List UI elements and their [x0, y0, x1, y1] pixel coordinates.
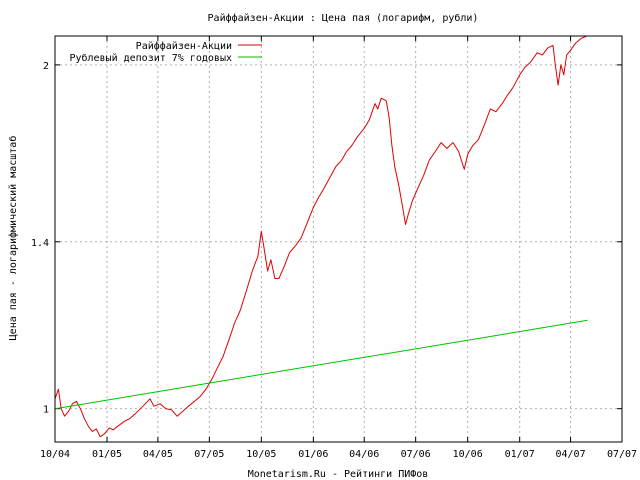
grid-lines [55, 36, 622, 442]
x-tick-label-10-06: 10/06 [453, 449, 483, 460]
y-tick-label-1: 1 [43, 405, 49, 416]
series-line-1 [54, 35, 588, 438]
axis-ticks: 10/04 01/05 04/05 07/05 10/05 01/06 04/06 07/06… [31, 36, 637, 460]
x-tick-label-04-06: 04/06 [349, 449, 379, 460]
chart-title: Райффайзен-Акции : Цена пая (логарифм, р… [208, 12, 479, 24]
x-tick-label-01-05: 01/05 [92, 449, 122, 460]
y-tick-label-2: 2 [43, 61, 49, 72]
legend-label-2: Рублевый депозит 7% годовых [69, 52, 232, 64]
x-tick-label-07-07: 07/07 [607, 449, 637, 460]
x-tick-label-01-07: 01/07 [505, 449, 535, 460]
x-tick-label-07-05: 07/05 [194, 449, 224, 460]
y-tick-label-1-4: 1.4 [31, 238, 49, 249]
y-axis-label: Цена пая - логарифмический масштаб [7, 136, 19, 341]
series-line-2 [54, 319, 588, 410]
x-tick-label-07-06: 07/06 [401, 449, 431, 460]
x-tick-label-10-05: 10/05 [246, 449, 276, 460]
legend-label-1: Райффайзен-Акции [136, 40, 232, 52]
series-lines [54, 35, 588, 438]
x-axis-label: Monetarism.Ru - Рейтинги ПИФов [248, 468, 429, 480]
x-tick-label-04-05: 04/05 [143, 449, 173, 460]
plot-frame [54, 35, 623, 443]
x-tick-label-04-07: 04/07 [556, 449, 586, 460]
x-tick-label-10-04: 10/04 [40, 449, 70, 460]
x-tick-label-01-06: 01/06 [298, 449, 328, 460]
